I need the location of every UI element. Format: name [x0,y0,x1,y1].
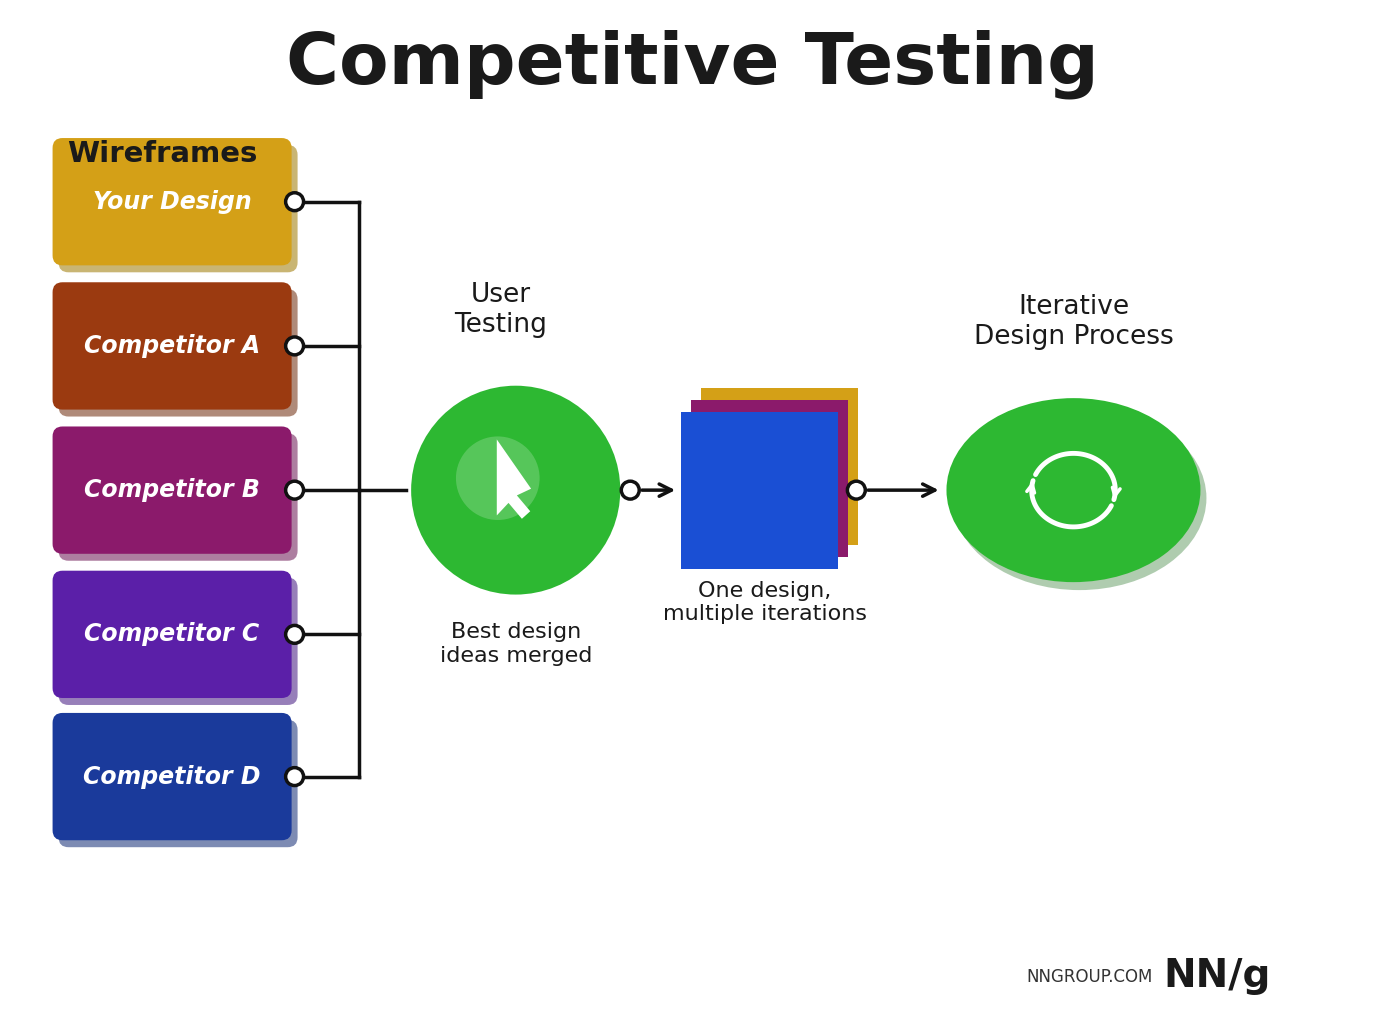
FancyBboxPatch shape [53,138,292,265]
Circle shape [285,337,303,355]
FancyBboxPatch shape [53,282,292,409]
Text: Competitive Testing: Competitive Testing [285,30,1098,99]
Text: Wireframes: Wireframes [68,140,258,168]
Circle shape [411,386,620,595]
Ellipse shape [946,398,1201,583]
Circle shape [456,436,540,520]
Circle shape [848,481,866,499]
FancyBboxPatch shape [53,712,292,840]
Text: Competitor C: Competitor C [84,623,260,646]
Text: One design,
multiple iterations: One design, multiple iterations [662,580,867,624]
FancyBboxPatch shape [58,577,298,705]
Circle shape [285,193,303,210]
Text: NN/g: NN/g [1163,957,1270,995]
Bar [701,388,859,544]
Text: Your Design: Your Design [93,190,252,213]
Ellipse shape [953,406,1206,590]
Circle shape [285,626,303,643]
FancyBboxPatch shape [53,571,292,698]
Text: Iterative
Design Process: Iterative Design Process [974,295,1173,351]
Bar [691,400,849,557]
Polygon shape [497,439,530,519]
Text: Competitor B: Competitor B [84,478,260,502]
FancyBboxPatch shape [58,145,298,272]
Text: Best design
ideas merged: Best design ideas merged [439,623,591,666]
FancyBboxPatch shape [58,290,298,417]
FancyBboxPatch shape [58,720,298,847]
Text: User
Testing: User Testing [454,281,547,338]
FancyBboxPatch shape [58,433,298,561]
FancyBboxPatch shape [53,427,292,554]
Bar [681,411,838,569]
Text: Competitor D: Competitor D [83,765,260,789]
Circle shape [285,768,303,786]
Circle shape [285,481,303,499]
Text: NNGROUP.COM: NNGROUP.COM [1026,968,1154,987]
Text: Competitor A: Competitor A [84,334,260,358]
Circle shape [622,481,640,499]
